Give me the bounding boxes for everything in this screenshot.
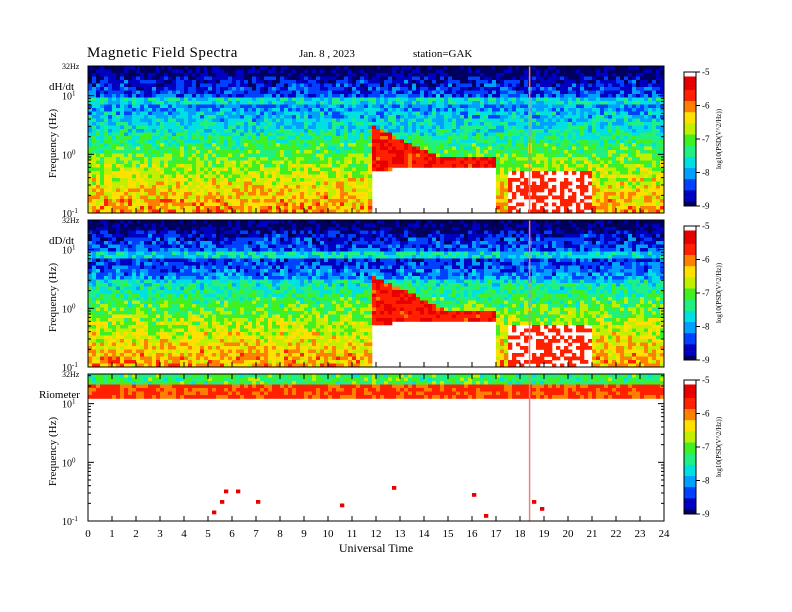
spectrogram-panel-3: 10-1 100 101 32Hz Riometer Frequency (Hz) -5 -6… xyxy=(39,370,723,528)
colorbar-tick-label: -6 xyxy=(702,101,710,111)
colorbar-label: log10(PSD(V^2/Hz)) xyxy=(715,416,723,477)
colorbar-tick-label: -7 xyxy=(702,134,710,144)
colorbar: -5 -6 -7 -8 -9 log10(PSD(V^2/Hz)) xyxy=(683,67,723,211)
x-axis-label: Universal Time xyxy=(339,541,413,555)
colorbar-tick-label: -5 xyxy=(702,67,710,77)
spectrogram-heatmap xyxy=(88,374,664,518)
x-tick-label: 1 xyxy=(109,528,115,540)
x-tick-label: 18 xyxy=(515,528,527,540)
x-tick-label: 14 xyxy=(419,528,431,540)
x-tick-label: 4 xyxy=(181,528,187,540)
x-tick-label: 0 xyxy=(85,528,91,540)
colorbar-tick-label: -5 xyxy=(702,221,710,231)
y-tick-label: 10-1 xyxy=(62,207,78,220)
y-tick-label: 10-1 xyxy=(62,361,78,374)
y-tick-label: 10-1 xyxy=(62,515,78,528)
y-tick-label: 100 xyxy=(62,302,76,315)
x-tick-label: 5 xyxy=(205,528,211,540)
panel-label: dH/dt xyxy=(49,81,74,93)
x-tick-label: 24 xyxy=(659,528,671,540)
panel-label: Riometer xyxy=(39,389,80,401)
colorbar-tick-label: -7 xyxy=(702,442,710,452)
colorbar-tick-label: -5 xyxy=(702,375,710,385)
x-tick-label: 3 xyxy=(157,528,163,540)
x-tick-label: 6 xyxy=(229,528,235,540)
y-tick-label: 101 xyxy=(62,90,76,103)
x-tick-label: 9 xyxy=(301,528,307,540)
colorbar-tick-label: -9 xyxy=(702,509,710,519)
colorbar-tick-label: -8 xyxy=(702,168,710,178)
colorbar-tick-label: -9 xyxy=(702,355,710,365)
y-tick-label: 101 xyxy=(62,244,76,257)
x-tick-label: 21 xyxy=(587,528,598,540)
y-top-label: 32Hz xyxy=(62,216,80,225)
colorbar-tick-label: -8 xyxy=(702,476,710,486)
x-tick-label: 7 xyxy=(253,528,259,540)
y-axis-label: Frequency (Hz) xyxy=(47,417,59,487)
y-top-label: 32Hz xyxy=(62,370,80,379)
x-tick-label: 11 xyxy=(347,528,358,540)
y-tick-label: 101 xyxy=(62,398,76,411)
colorbar-label: log10(PSD(V^2/Hz)) xyxy=(715,262,723,323)
x-tick-label: 13 xyxy=(395,528,407,540)
y-tick-label: 100 xyxy=(62,148,76,161)
colorbar: -5 -6 -7 -8 -9 log10(PSD(V^2/Hz)) xyxy=(683,375,723,519)
x-tick-label: 20 xyxy=(563,528,575,540)
spectrogram-heatmap xyxy=(88,66,664,213)
colorbar-tick-label: -6 xyxy=(702,409,710,419)
x-tick-label: 8 xyxy=(277,528,283,540)
figure-date: Jan. 8 , 2023 xyxy=(299,48,355,60)
y-axis-label: Frequency (Hz) xyxy=(47,263,59,333)
panel-label: dD/dt xyxy=(49,235,74,247)
colorbar-tick-label: -7 xyxy=(702,288,710,298)
x-axis: 0 1 2 3 4 5 6 7 8 9 10 11 12 13 14 15 16 17 18 19 20 21 22 23 24… xyxy=(85,528,670,555)
x-tick-label: 23 xyxy=(635,528,647,540)
x-tick-label: 2 xyxy=(133,528,139,540)
colorbar-tick-label: -6 xyxy=(702,255,710,265)
x-tick-label: 12 xyxy=(371,528,382,540)
x-tick-label: 22 xyxy=(611,528,622,540)
figure-title: Magnetic Field Spectra xyxy=(87,45,238,61)
colorbar: -5 -6 -7 -8 -9 log10(PSD(V^2/Hz)) xyxy=(683,221,723,365)
station-label: station=GAK xyxy=(413,48,473,60)
spectrogram-heatmap xyxy=(88,220,664,367)
colorbar-label: log10(PSD(V^2/Hz)) xyxy=(715,108,723,169)
y-tick-label: 100 xyxy=(62,456,76,469)
x-tick-label: 15 xyxy=(443,528,455,540)
y-axis-label: Frequency (Hz) xyxy=(47,109,59,179)
x-tick-label: 17 xyxy=(491,528,503,540)
x-tick-label: 16 xyxy=(467,528,479,540)
colorbar-tick-label: -8 xyxy=(702,322,710,332)
x-tick-label: 19 xyxy=(539,528,551,540)
x-tick-label: 10 xyxy=(323,528,335,540)
colorbar-tick-label: -9 xyxy=(702,201,710,211)
y-top-label: 32Hz xyxy=(62,62,80,71)
